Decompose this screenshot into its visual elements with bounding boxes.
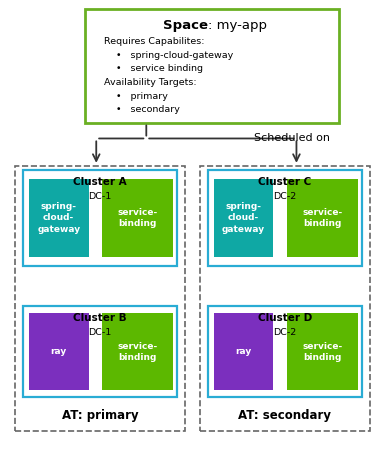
- Bar: [85, 9, 339, 123]
- Bar: [15, 166, 185, 431]
- Text: spring-
cloud-
gateway: spring- cloud- gateway: [37, 202, 80, 233]
- Text: •   service binding: • service binding: [116, 64, 203, 74]
- Text: : my-app: : my-app: [208, 19, 267, 32]
- Text: DC-1: DC-1: [89, 192, 112, 201]
- Bar: [287, 179, 358, 257]
- Text: Cluster A: Cluster A: [73, 177, 127, 187]
- Bar: [102, 179, 173, 257]
- Bar: [208, 306, 362, 397]
- Text: service-
binding: service- binding: [117, 208, 158, 228]
- Bar: [23, 170, 177, 266]
- Bar: [208, 170, 362, 266]
- Bar: [23, 306, 177, 397]
- Text: Requires Capabilites:: Requires Capabilites:: [104, 37, 204, 46]
- Text: •   secondary: • secondary: [116, 105, 179, 114]
- Text: Availability Targets:: Availability Targets:: [104, 78, 197, 87]
- Bar: [29, 179, 89, 257]
- Text: AT: secondary: AT: secondary: [238, 409, 331, 422]
- Bar: [214, 313, 273, 390]
- Text: Space: Space: [163, 19, 208, 32]
- Bar: [200, 166, 370, 431]
- Bar: [102, 313, 173, 390]
- Bar: [214, 179, 273, 257]
- Text: spring-
cloud-
gateway: spring- cloud- gateway: [222, 202, 265, 233]
- Bar: [29, 313, 89, 390]
- Text: service-
binding: service- binding: [302, 342, 343, 362]
- Text: •   spring-cloud-gateway: • spring-cloud-gateway: [116, 51, 233, 60]
- Text: Scheduled on: Scheduled on: [254, 133, 330, 143]
- Text: DC-2: DC-2: [273, 192, 296, 201]
- Text: service-
binding: service- binding: [117, 342, 158, 362]
- Text: ray: ray: [235, 347, 252, 356]
- Bar: [287, 313, 358, 390]
- Text: Cluster C: Cluster C: [258, 177, 311, 187]
- Text: Cluster D: Cluster D: [258, 313, 312, 323]
- Text: ray: ray: [50, 347, 67, 356]
- Text: service-
binding: service- binding: [302, 208, 343, 228]
- Text: DC-1: DC-1: [89, 328, 112, 337]
- Text: DC-2: DC-2: [273, 328, 296, 337]
- Text: •   primary: • primary: [116, 92, 167, 101]
- Text: AT: primary: AT: primary: [62, 409, 139, 422]
- Text: Cluster B: Cluster B: [73, 313, 127, 323]
